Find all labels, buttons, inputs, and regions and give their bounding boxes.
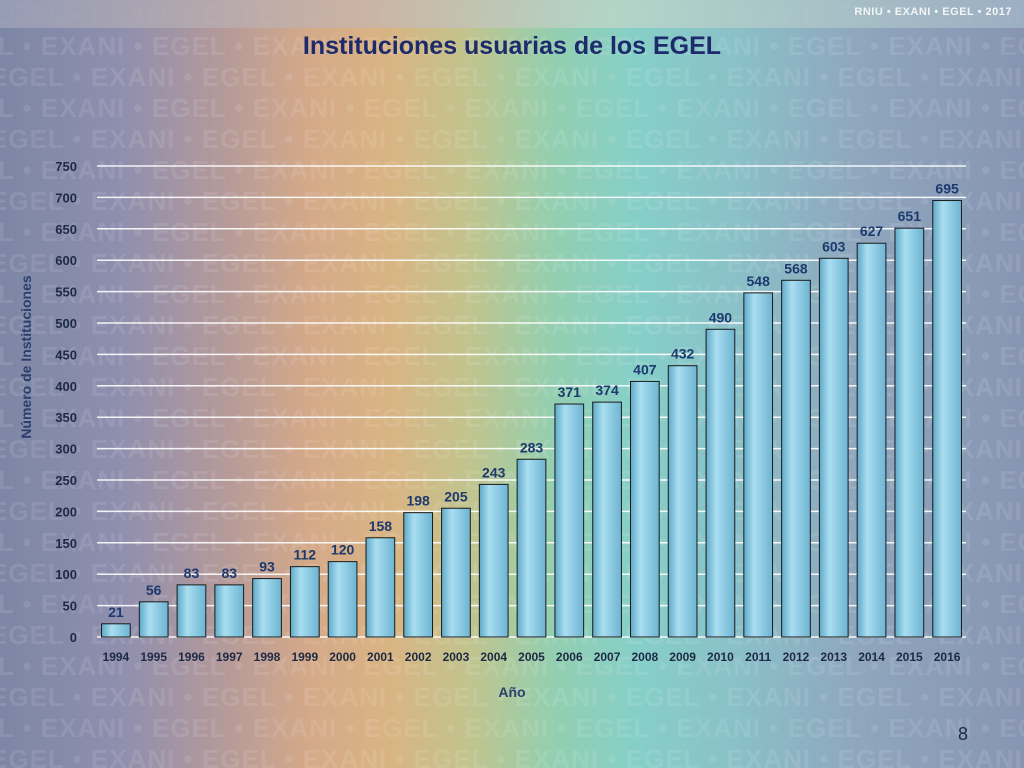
x-tick-label: 2002 [405,650,432,664]
y-tick-label: 200 [55,504,77,519]
x-tick-label: 1994 [103,650,130,664]
data-label: 490 [709,309,733,325]
bar [705,328,736,638]
y-tick-label: 350 [55,410,77,425]
data-label: 158 [369,518,393,534]
bar [289,566,320,638]
bar [592,401,622,638]
data-label: 568 [784,260,808,276]
x-tick-label: 1995 [140,650,167,664]
data-label: 374 [595,382,619,398]
bar [403,512,434,638]
x-tick-label: 2006 [556,650,583,664]
data-label: 93 [259,559,275,575]
bar [214,584,245,638]
x-tick-label: 1998 [254,650,281,664]
x-tick-label: 2016 [934,650,961,664]
x-tick-label: 2004 [480,650,507,664]
x-tick-label: 2005 [518,650,545,664]
y-tick-label: 150 [55,536,77,551]
bar [856,242,887,638]
bar [478,483,509,638]
y-tick-label: 700 [55,190,77,205]
data-label: 603 [822,238,846,254]
bar [818,257,849,638]
y-tick-label: 500 [55,316,77,331]
x-axis-title: Año [498,684,526,700]
x-tick-label: 2007 [594,650,621,664]
x-tick-label: 2001 [367,650,394,664]
y-tick-label: 650 [55,222,77,237]
data-label: 56 [146,582,162,598]
x-tick-label: 2012 [783,650,810,664]
x-tick-label: 2015 [896,650,923,664]
data-label: 432 [671,346,695,362]
bar [554,403,585,638]
bar [743,292,774,638]
data-label: 205 [444,488,468,504]
x-tick-label: 1999 [291,650,318,664]
bar [365,537,396,638]
y-tick-label: 400 [55,379,77,394]
x-tick-label: 2009 [669,650,696,664]
page-number: 8 [957,724,968,744]
data-label: 371 [558,384,582,400]
x-tick-label: 2011 [745,650,771,664]
y-tick-label: 50 [63,599,77,614]
x-tick-label: 2010 [707,650,734,664]
bar [932,200,962,638]
bar [629,380,660,638]
bar [101,623,131,638]
data-label: 112 [294,547,317,563]
data-label: 83 [184,565,200,581]
brand-label: RNIU • EXANI • EGEL • 2017 [854,6,1012,18]
y-tick-label: 550 [55,285,77,300]
data-label: 283 [520,439,544,455]
x-tick-label: 2000 [329,650,356,664]
x-tick-label: 2008 [631,650,658,664]
data-label: 83 [221,565,237,581]
bar [252,578,282,638]
data-label: 21 [108,604,124,620]
y-tick-label: 300 [55,442,77,457]
bar [138,601,169,638]
bar [176,584,207,638]
data-label: 120 [331,542,355,558]
top-band [0,0,1024,28]
y-tick-label: 450 [55,347,77,362]
bar [327,561,358,638]
bar [781,279,811,638]
y-tick-label: 250 [55,473,77,488]
y-tick-label: 100 [55,567,77,582]
y-tick-label: 750 [55,159,77,174]
bar [667,365,698,638]
bar [441,507,471,638]
y-tick-label: 0 [70,630,77,645]
bar [516,458,547,638]
y-tick-label: 600 [55,253,77,268]
x-tick-label: 2013 [820,650,847,664]
x-tick-label: 1996 [178,650,205,664]
data-label: 243 [482,464,506,480]
data-label: 651 [898,208,922,224]
x-tick-label: 1997 [216,650,243,664]
data-label: 407 [633,361,657,377]
data-label: 548 [747,273,771,289]
data-label: 198 [406,493,430,509]
chart-title: Instituciones usuarias de los EGEL [302,32,722,60]
data-label: 627 [860,223,884,239]
x-tick-label: 2014 [858,650,885,664]
data-label: 695 [935,181,959,197]
x-tick-label: 2003 [443,650,470,664]
bar [894,227,925,638]
